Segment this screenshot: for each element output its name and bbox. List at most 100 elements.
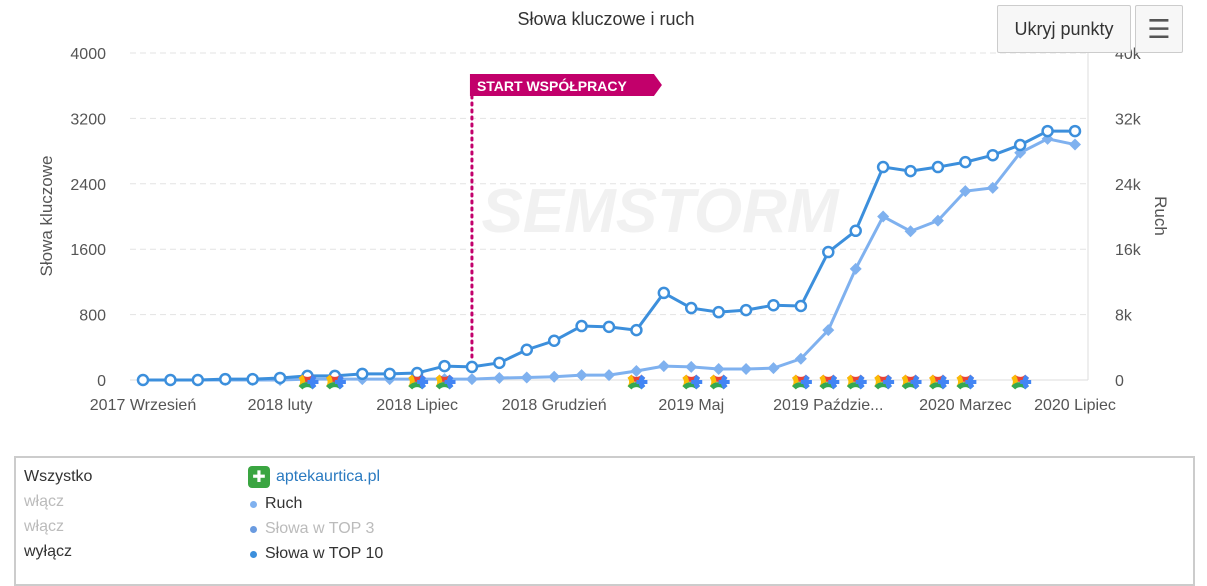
y-tick-label: 4000	[70, 46, 106, 63]
y-tick-label: 2400	[70, 177, 106, 194]
x-tick-label: 2018 Lipiec	[376, 397, 458, 414]
data-point	[794, 299, 808, 313]
data-point	[356, 367, 369, 381]
y-tick-label: 3200	[70, 111, 106, 128]
data-point	[630, 365, 643, 378]
data-point	[602, 320, 616, 334]
data-point	[465, 360, 479, 374]
data-point	[986, 181, 999, 194]
y2-tick-label: 24k	[1115, 177, 1142, 194]
chart-title: Słowa kluczowe i ruch	[517, 9, 694, 29]
legend-item-top10[interactable]: Słowa w TOP 10	[248, 545, 383, 563]
hide-points-button[interactable]: Ukryj punkty	[997, 5, 1131, 53]
google-update-icon	[791, 374, 812, 390]
site-link[interactable]: aptekaurtica.pl	[276, 468, 381, 485]
x-tick-label: 2020 Lipiec	[1034, 397, 1116, 414]
y2-tick-label: 0	[1115, 373, 1124, 390]
data-point	[246, 372, 259, 386]
google-update-icon	[627, 374, 648, 390]
data-point	[739, 303, 753, 317]
data-point	[794, 352, 807, 365]
data-point	[931, 160, 945, 174]
data-point	[1068, 124, 1082, 138]
data-point	[218, 372, 232, 386]
data-point	[603, 369, 615, 382]
series-line	[143, 137, 1076, 382]
data-point	[383, 367, 396, 381]
dot-icon	[250, 550, 257, 558]
google-update-icon	[1011, 374, 1032, 390]
data-point	[1069, 138, 1081, 151]
hamburger-icon: ☰	[1147, 13, 1171, 44]
data-point	[849, 224, 862, 238]
toggle-top3[interactable]: włącz	[24, 518, 65, 535]
data-point	[877, 210, 890, 223]
dot-icon	[250, 525, 257, 533]
data-point	[822, 245, 835, 259]
legend-item-top3[interactable]: Słowa w TOP 3	[248, 520, 374, 538]
data-point	[136, 373, 150, 387]
data-point	[520, 343, 534, 357]
y-tick-label: 1600	[70, 242, 106, 259]
data-point	[767, 362, 780, 375]
data-point	[191, 373, 205, 387]
google-update-icon	[435, 374, 456, 390]
toggle-ruch[interactable]: włącz	[24, 493, 65, 510]
google-update-icon	[956, 374, 977, 390]
data-point	[548, 370, 561, 383]
data-point	[767, 298, 780, 312]
google-update-icon	[928, 374, 949, 390]
x-tick-label: 2017 Wrzesień	[90, 397, 196, 414]
menu-button[interactable]: ☰	[1135, 5, 1183, 53]
data-point	[465, 373, 478, 386]
x-tick-label: 2019 Maj	[658, 397, 724, 414]
google-update-icon	[901, 374, 922, 390]
google-update-icon	[682, 374, 703, 390]
start-label: START WSPÓŁPRACY	[477, 77, 628, 94]
legend-label: Ruch	[265, 495, 303, 512]
x-tick-label: 2018 luty	[248, 397, 313, 414]
y-axis-title: Słowa kluczowe	[37, 156, 56, 277]
data-point	[164, 373, 177, 387]
watermark-logo: SEMSTORM	[481, 177, 839, 246]
data-point	[657, 286, 671, 300]
data-point	[904, 225, 917, 238]
toggle-top10[interactable]: wyłącz	[24, 543, 73, 560]
data-point	[904, 164, 917, 178]
y2-axis-title: Ruch	[1151, 196, 1170, 236]
legend-item-ruch[interactable]: Ruch	[248, 495, 302, 513]
data-point	[575, 319, 588, 333]
google-update-icon	[709, 374, 730, 390]
data-point	[986, 148, 1000, 162]
google-update-icon	[874, 374, 895, 390]
data-point	[712, 362, 725, 375]
google-update-icon	[408, 374, 429, 390]
data-point	[876, 160, 890, 174]
google-update-icon	[325, 374, 346, 390]
keywords-traffic-chart: Słowa kluczowe i ruch SEMSTORM 0 0 800 8k 1600…	[37, 9, 1170, 414]
data-point	[684, 301, 698, 315]
data-point	[575, 369, 588, 382]
x-tick-label: 2019 Paździe...	[773, 397, 883, 414]
data-point	[712, 305, 725, 319]
legend-label: Słowa w TOP 3	[265, 520, 375, 537]
x-tick-label: 2018 Grudzień	[502, 397, 607, 414]
google-update-icon	[846, 374, 867, 390]
data-point	[959, 185, 972, 198]
data-point	[740, 362, 753, 375]
y2-tick-label: 32k	[1115, 111, 1142, 128]
y-tick-label: 0	[97, 373, 106, 390]
y2-tick-label: 8k	[1115, 308, 1133, 325]
toggle-all[interactable]: Wszystko	[24, 468, 93, 485]
y-tick-label: 800	[79, 308, 106, 325]
google-update-icon	[819, 374, 840, 390]
data-point	[438, 359, 451, 373]
dot-icon	[250, 500, 257, 508]
data-point	[493, 371, 506, 384]
data-point	[1013, 138, 1027, 152]
data-point	[493, 356, 506, 370]
data-point	[1041, 124, 1054, 138]
data-point	[520, 371, 533, 384]
legend-panel: Wszystko włącz włącz wyłącz ✚ aptekaurti…	[14, 456, 1195, 586]
data-point	[273, 371, 287, 385]
